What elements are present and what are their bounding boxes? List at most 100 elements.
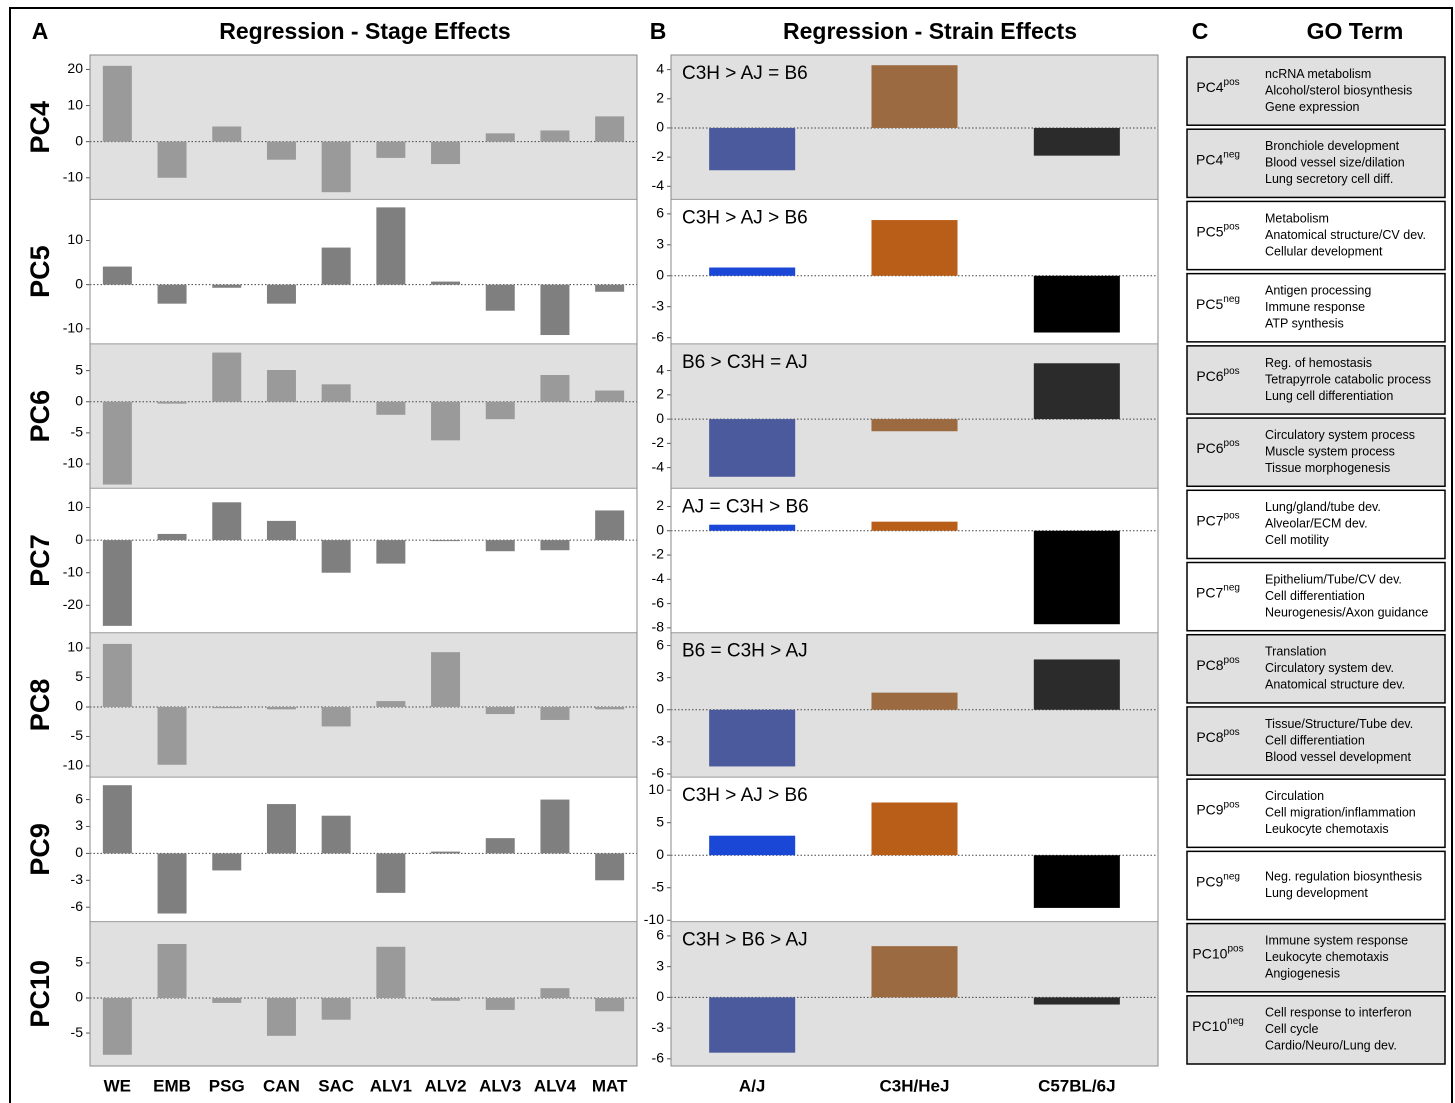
go-label-pc: PC8 [1196,657,1223,673]
go-label: PC10neg [1192,1016,1244,1034]
panel-label: C [1192,18,1209,44]
bar [540,130,570,142]
go-box [1186,56,1446,126]
y-tick-label: -3 [652,733,665,749]
bar [595,284,625,292]
annotation: C3H > B6 > AJ [682,930,808,951]
bar [321,706,351,727]
x-tick-label: A/J [739,1076,765,1095]
y-tick-label: -5 [652,878,665,894]
y-tick-label: 0 [75,392,83,408]
bar [485,133,515,142]
go-box [1186,128,1446,199]
bar [321,247,351,285]
annotation: AJ = C3H > B6 [682,496,809,517]
bar [212,997,242,1003]
bar [871,692,958,710]
go-term: Tissue/Structure/Tube dev. [1265,717,1413,731]
go-box [1186,561,1446,632]
go-term: Lung cell differentiation [1265,389,1393,403]
plot-frame [89,54,638,1067]
y-tick-label: 10 [67,96,83,112]
bar [485,997,515,1010]
bar [266,997,296,1036]
y-tick-label: 6 [75,790,83,806]
y-tick-label: -4 [652,458,665,474]
go-label-pc: PC6 [1196,368,1223,384]
y-tick-label: -5 [71,727,84,743]
bar [595,706,625,710]
bar [102,540,132,626]
x-tick-label: C57BL/6J [1038,1076,1115,1095]
go-term: Leukocyte chemotaxis [1265,950,1389,964]
bar [321,997,351,1020]
go-term: Translation [1265,645,1326,659]
y-tick-label: -2 [652,434,665,450]
go-box [1186,778,1446,849]
y-tick-label: 3 [656,957,664,973]
go-label-sign: neg [1223,149,1240,160]
y-tick-label: -3 [652,297,665,313]
bar [709,835,796,856]
bar [709,997,796,1053]
x-tick-label: CAN [263,1076,300,1095]
x-tick-label: PSG [209,1076,245,1095]
y-tick-label: 0 [656,119,664,135]
bar [266,284,296,304]
y-tick-label: 0 [75,132,83,148]
bar [212,502,242,541]
y-tick-label: 6 [656,927,664,943]
go-label-sign: neg [1227,1016,1244,1027]
go-term: Blood vessel size/dilation [1265,156,1405,170]
y-tick-label: -10 [63,320,83,336]
y-tick-label: 0 [75,698,83,714]
bar [431,141,461,165]
go-label: PC9pos [1196,799,1239,817]
bar [871,419,958,432]
figure-border [9,7,1453,1103]
y-tick-label: -6 [652,328,665,344]
y-tick-label: -10 [63,757,83,773]
y-tick-label: -5 [71,1024,84,1040]
bar [212,352,242,402]
bar [595,510,625,541]
go-box [1186,995,1446,1065]
row-label: PC7 [25,534,55,587]
go-term: Angiogenesis [1265,966,1340,980]
go-term: Circulatory system dev. [1265,661,1394,675]
bar [321,540,351,573]
go-label-sign: pos [1224,799,1240,810]
go-box [1186,850,1446,921]
go-box [1186,200,1446,271]
bar [595,997,625,1012]
row-label: PC9 [25,823,55,876]
go-label: PC4neg [1196,149,1240,167]
bar [871,220,958,276]
go-label-sign: pos [1224,77,1240,88]
y-tick-label: 0 [75,844,83,860]
y-tick-label: -4 [652,177,665,193]
bar [321,141,351,193]
bar [709,419,796,477]
go-term: Neg. regulation biosynthesis [1265,870,1422,884]
panel-label: A [32,18,49,44]
bar [485,284,515,311]
y-tick-label: 2 [656,497,664,513]
bar [321,815,351,854]
x-tick-label: C3H/HeJ [880,1076,950,1095]
bar [431,851,461,854]
bar [540,284,570,336]
y-tick-label: -10 [63,455,83,471]
y-tick-label: 3 [656,668,664,684]
bar [431,401,461,441]
go-label-sign: pos [1224,510,1240,521]
go-term: Immune response [1265,300,1365,314]
go-term: Neurogenesis/Axon guidance [1265,605,1428,619]
go-term: Tetrapyrrole catabolic process [1265,372,1431,386]
go-label: PC9neg [1196,871,1240,889]
go-label-pc: PC9 [1196,873,1223,889]
go-label-pc: PC5 [1196,223,1223,239]
go-label-pc: PC7 [1196,512,1223,528]
y-tick-label: -6 [652,594,665,610]
